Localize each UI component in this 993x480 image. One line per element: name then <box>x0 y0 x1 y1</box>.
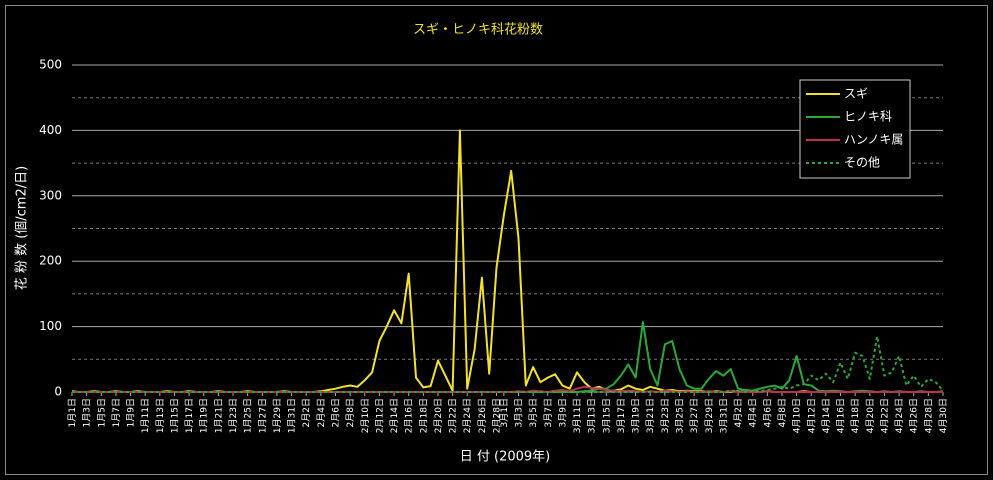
x-tick-label: 4月22日 <box>879 398 890 433</box>
x-tick-label: 1月17日 <box>184 398 195 433</box>
x-tick-label: 3月19日 <box>631 398 642 433</box>
x-tick-label: 3月23日 <box>660 398 671 433</box>
x-tick-label: 4月16日 <box>836 398 847 433</box>
legend-label: ヒノキ科 <box>844 110 892 124</box>
x-tick-label: 3月27日 <box>689 398 700 433</box>
y-tick-label: 500 <box>39 58 62 72</box>
x-tick-label: 4月26日 <box>909 398 920 433</box>
x-tick-label: 2月2日 <box>301 398 312 427</box>
x-tick-label: 1月19日 <box>199 398 210 433</box>
x-tick-label: 1月27日 <box>257 398 268 433</box>
x-tick-label: 1月23日 <box>228 398 239 433</box>
x-tick-label: 3月29日 <box>704 398 715 433</box>
legend-box <box>799 79 911 179</box>
x-tick-label: 3月1日 <box>499 398 510 427</box>
x-tick-label: 4月18日 <box>850 398 861 433</box>
x-tick-label: 2月28日 <box>492 398 503 433</box>
x-tick-label: 4月28日 <box>923 398 934 433</box>
x-tick-label: 2月16日 <box>404 398 415 433</box>
x-tick-label: 4月4日 <box>748 398 759 427</box>
x-tick-label: 1月1日 <box>67 398 78 427</box>
legend-label: ハンノキ属 <box>844 133 903 147</box>
x-tick-label: 4月12日 <box>806 398 817 433</box>
x-tick-label: 3月31日 <box>718 398 729 433</box>
x-tick-label: 2月24日 <box>462 398 473 433</box>
x-tick-label: 3月11日 <box>572 398 583 433</box>
x-tick-label: 3月5日 <box>528 398 539 427</box>
x-tick-label: 1月29日 <box>272 398 283 433</box>
x-tick-label: 2月14日 <box>389 398 400 433</box>
y-tick-label: 400 <box>39 123 62 137</box>
x-tick-label: 2月22日 <box>448 398 459 433</box>
x-tick-label: 3月17日 <box>616 398 627 433</box>
y-tick-label: 0 <box>54 385 62 399</box>
x-tick-label: 4月24日 <box>894 398 905 433</box>
x-tick-label: 2月10日 <box>360 398 371 433</box>
x-tick-label: 4月6日 <box>762 398 773 427</box>
x-tick-label: 1月25日 <box>243 398 254 433</box>
x-tick-label: 2月6日 <box>330 398 341 427</box>
x-tick-label: 3月13日 <box>587 398 598 433</box>
x-tick-label: 4月14日 <box>821 398 832 433</box>
y-tick-label: 200 <box>39 254 62 268</box>
x-tick-label: 4月2日 <box>733 398 744 427</box>
x-tick-label: 1月7日 <box>111 398 122 427</box>
x-tick-label: 1月15日 <box>169 398 180 433</box>
x-tick-label: 2月12日 <box>374 398 385 433</box>
x-axis-label: 日 付 (2009年) <box>460 450 551 465</box>
y-tick-label: 100 <box>39 319 62 333</box>
frame <box>5 5 988 475</box>
x-tick-label: 2月8日 <box>345 398 356 427</box>
x-tick-label: 1月31日 <box>287 398 298 433</box>
legend-label: その他 <box>844 156 880 170</box>
y-tick-label: 300 <box>39 188 62 202</box>
x-tick-label: 3月3日 <box>513 398 524 427</box>
chart-title: スギ・ヒノキ科花粉数 <box>413 22 543 38</box>
x-tick-label: 2月4日 <box>316 398 327 427</box>
x-tick-label: 2月18日 <box>418 398 429 433</box>
series-line <box>72 335 944 393</box>
x-tick-label: 3月21日 <box>645 398 656 433</box>
x-tick-label: 1月21日 <box>213 398 224 433</box>
legend-label: スギ <box>844 87 868 101</box>
y-axis-label: 花 粉 数 (個/cm2/日) <box>14 166 30 290</box>
x-tick-label: 3月15日 <box>601 398 612 433</box>
x-tick-label: 1月11日 <box>140 398 151 433</box>
x-tick-label: 1月13日 <box>155 398 166 433</box>
x-tick-label: 3月7日 <box>543 398 554 427</box>
x-tick-label: 4月10日 <box>792 398 803 433</box>
x-tick-label: 4月30日 <box>938 398 949 433</box>
x-tick-label: 3月9日 <box>557 398 568 427</box>
x-tick-label: 4月8日 <box>777 398 788 427</box>
x-tick-label: 3月25日 <box>675 398 686 433</box>
x-tick-label: 2月20日 <box>433 398 444 433</box>
x-tick-label: 4月20日 <box>865 398 876 433</box>
x-tick-label: 2月26日 <box>477 398 488 433</box>
x-tick-label: 1月5日 <box>96 398 107 427</box>
x-tick-label: 1月9日 <box>126 398 137 427</box>
x-tick-label: 1月3日 <box>82 398 93 427</box>
